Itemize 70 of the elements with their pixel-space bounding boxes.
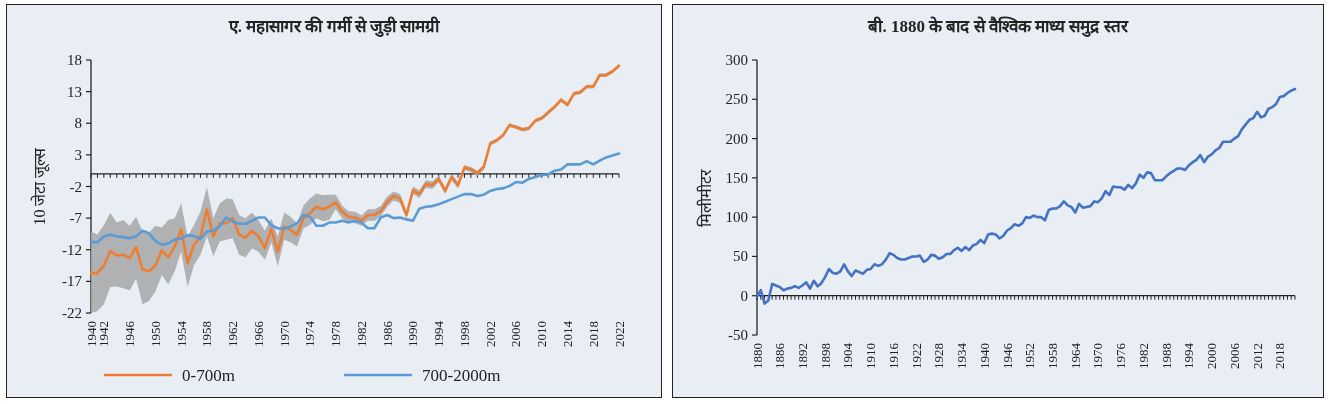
x-tick-label: 1898: [817, 343, 833, 369]
x-tick-label: 1940: [976, 343, 992, 369]
x-tick-label: 1986: [379, 320, 395, 347]
x-tick-label: 1950: [147, 321, 163, 347]
x-tick-label: 2010: [534, 321, 550, 347]
x-tick-label: 1988: [1158, 343, 1174, 369]
x-tick-label: 1994: [1181, 342, 1197, 369]
x-tick-label: 1958: [199, 321, 215, 347]
legend-label: 700-2000m: [422, 366, 501, 385]
x-tick-label: 1964: [1067, 342, 1083, 369]
chart-title: बी. 1880 के बाद से वैश्विक माध्य समुद्र स्तर: [867, 16, 1129, 37]
y-tick-label: 200: [725, 130, 748, 147]
x-tick-label: 2018: [585, 321, 601, 347]
x-tick-label: 1928: [931, 343, 947, 369]
line-series: [755, 87, 1297, 305]
x-tick-label: 2002: [482, 321, 498, 347]
x-tick-label: 1966: [250, 320, 266, 347]
x-tick-label: 1916: [885, 342, 901, 369]
x-tick-label: 1970: [1090, 343, 1106, 369]
y-tick-label: -22: [62, 305, 82, 321]
x-tick-label: 1886: [772, 342, 788, 369]
x-tick-label: 1940: [83, 321, 99, 347]
x-tick-label: 1962: [225, 321, 241, 347]
y-axis-title: 10 जेटा जूल्स: [30, 146, 50, 226]
x-tick-label: 1990: [405, 321, 421, 347]
x-tick-label: 1982: [353, 321, 369, 347]
y-axis-title: मिलीमीटर: [696, 168, 714, 227]
y-tick-label: 250: [725, 91, 748, 108]
x-tick-label: 1974: [302, 320, 318, 347]
x-tick-label: 1910: [863, 343, 879, 369]
x-tick-label: 1946: [122, 320, 138, 347]
x-tick-label: 1958: [1045, 343, 1061, 369]
legend-label: 0-700m: [182, 366, 235, 385]
y-tick-label: 100: [725, 209, 748, 226]
y-tick-label: -50: [728, 327, 748, 343]
y-tick-label: 3: [74, 146, 82, 163]
x-tick-label: 2018: [1272, 343, 1288, 369]
x-tick-label: 1922: [908, 343, 924, 369]
y-tick-label: 8: [74, 115, 82, 132]
x-tick-label: 1942: [96, 321, 112, 347]
y-tick-label: -12: [62, 241, 82, 258]
y-tick-label: -7: [69, 210, 83, 227]
x-tick-label: 2012: [1249, 343, 1265, 369]
x-tick-label: 1976: [1113, 342, 1129, 369]
y-tick-label: 18: [67, 52, 82, 68]
y-tick-label: 50: [733, 248, 748, 265]
y-tick-label: 13: [67, 83, 82, 100]
x-tick-label: 1934: [954, 342, 970, 369]
y-tick-label: 0: [740, 287, 748, 304]
x-tick-label: 2006: [1226, 342, 1242, 369]
x-tick-label: 1998: [456, 321, 472, 347]
x-tick-label: 2000: [1204, 343, 1220, 369]
x-tick-label: 1978: [328, 321, 344, 347]
x-tick-label: 1994: [431, 320, 447, 347]
x-tick-label: 1982: [1135, 343, 1151, 369]
x-tick-label: 1892: [794, 343, 810, 369]
y-tick-label: 150: [725, 169, 748, 186]
y-tick-label: -2: [69, 178, 82, 195]
y-tick-label: 300: [725, 52, 748, 68]
x-tick-label: 2006: [508, 320, 524, 347]
x-tick-label: 1904: [840, 342, 856, 369]
x-tick-label: 2014: [559, 320, 575, 347]
y-tick-label: -17: [62, 273, 83, 290]
x-tick-label: 1946: [999, 342, 1015, 369]
x-tick-label: 1970: [276, 321, 292, 347]
x-tick-label: 1954: [173, 320, 189, 347]
x-tick-label: 1952: [1022, 343, 1038, 369]
x-tick-label: 1880: [749, 343, 765, 369]
chart-title: ए. महासागर की गर्मी से जुड़ी सामग्री: [227, 16, 441, 37]
x-tick-label: 2022: [611, 321, 627, 347]
